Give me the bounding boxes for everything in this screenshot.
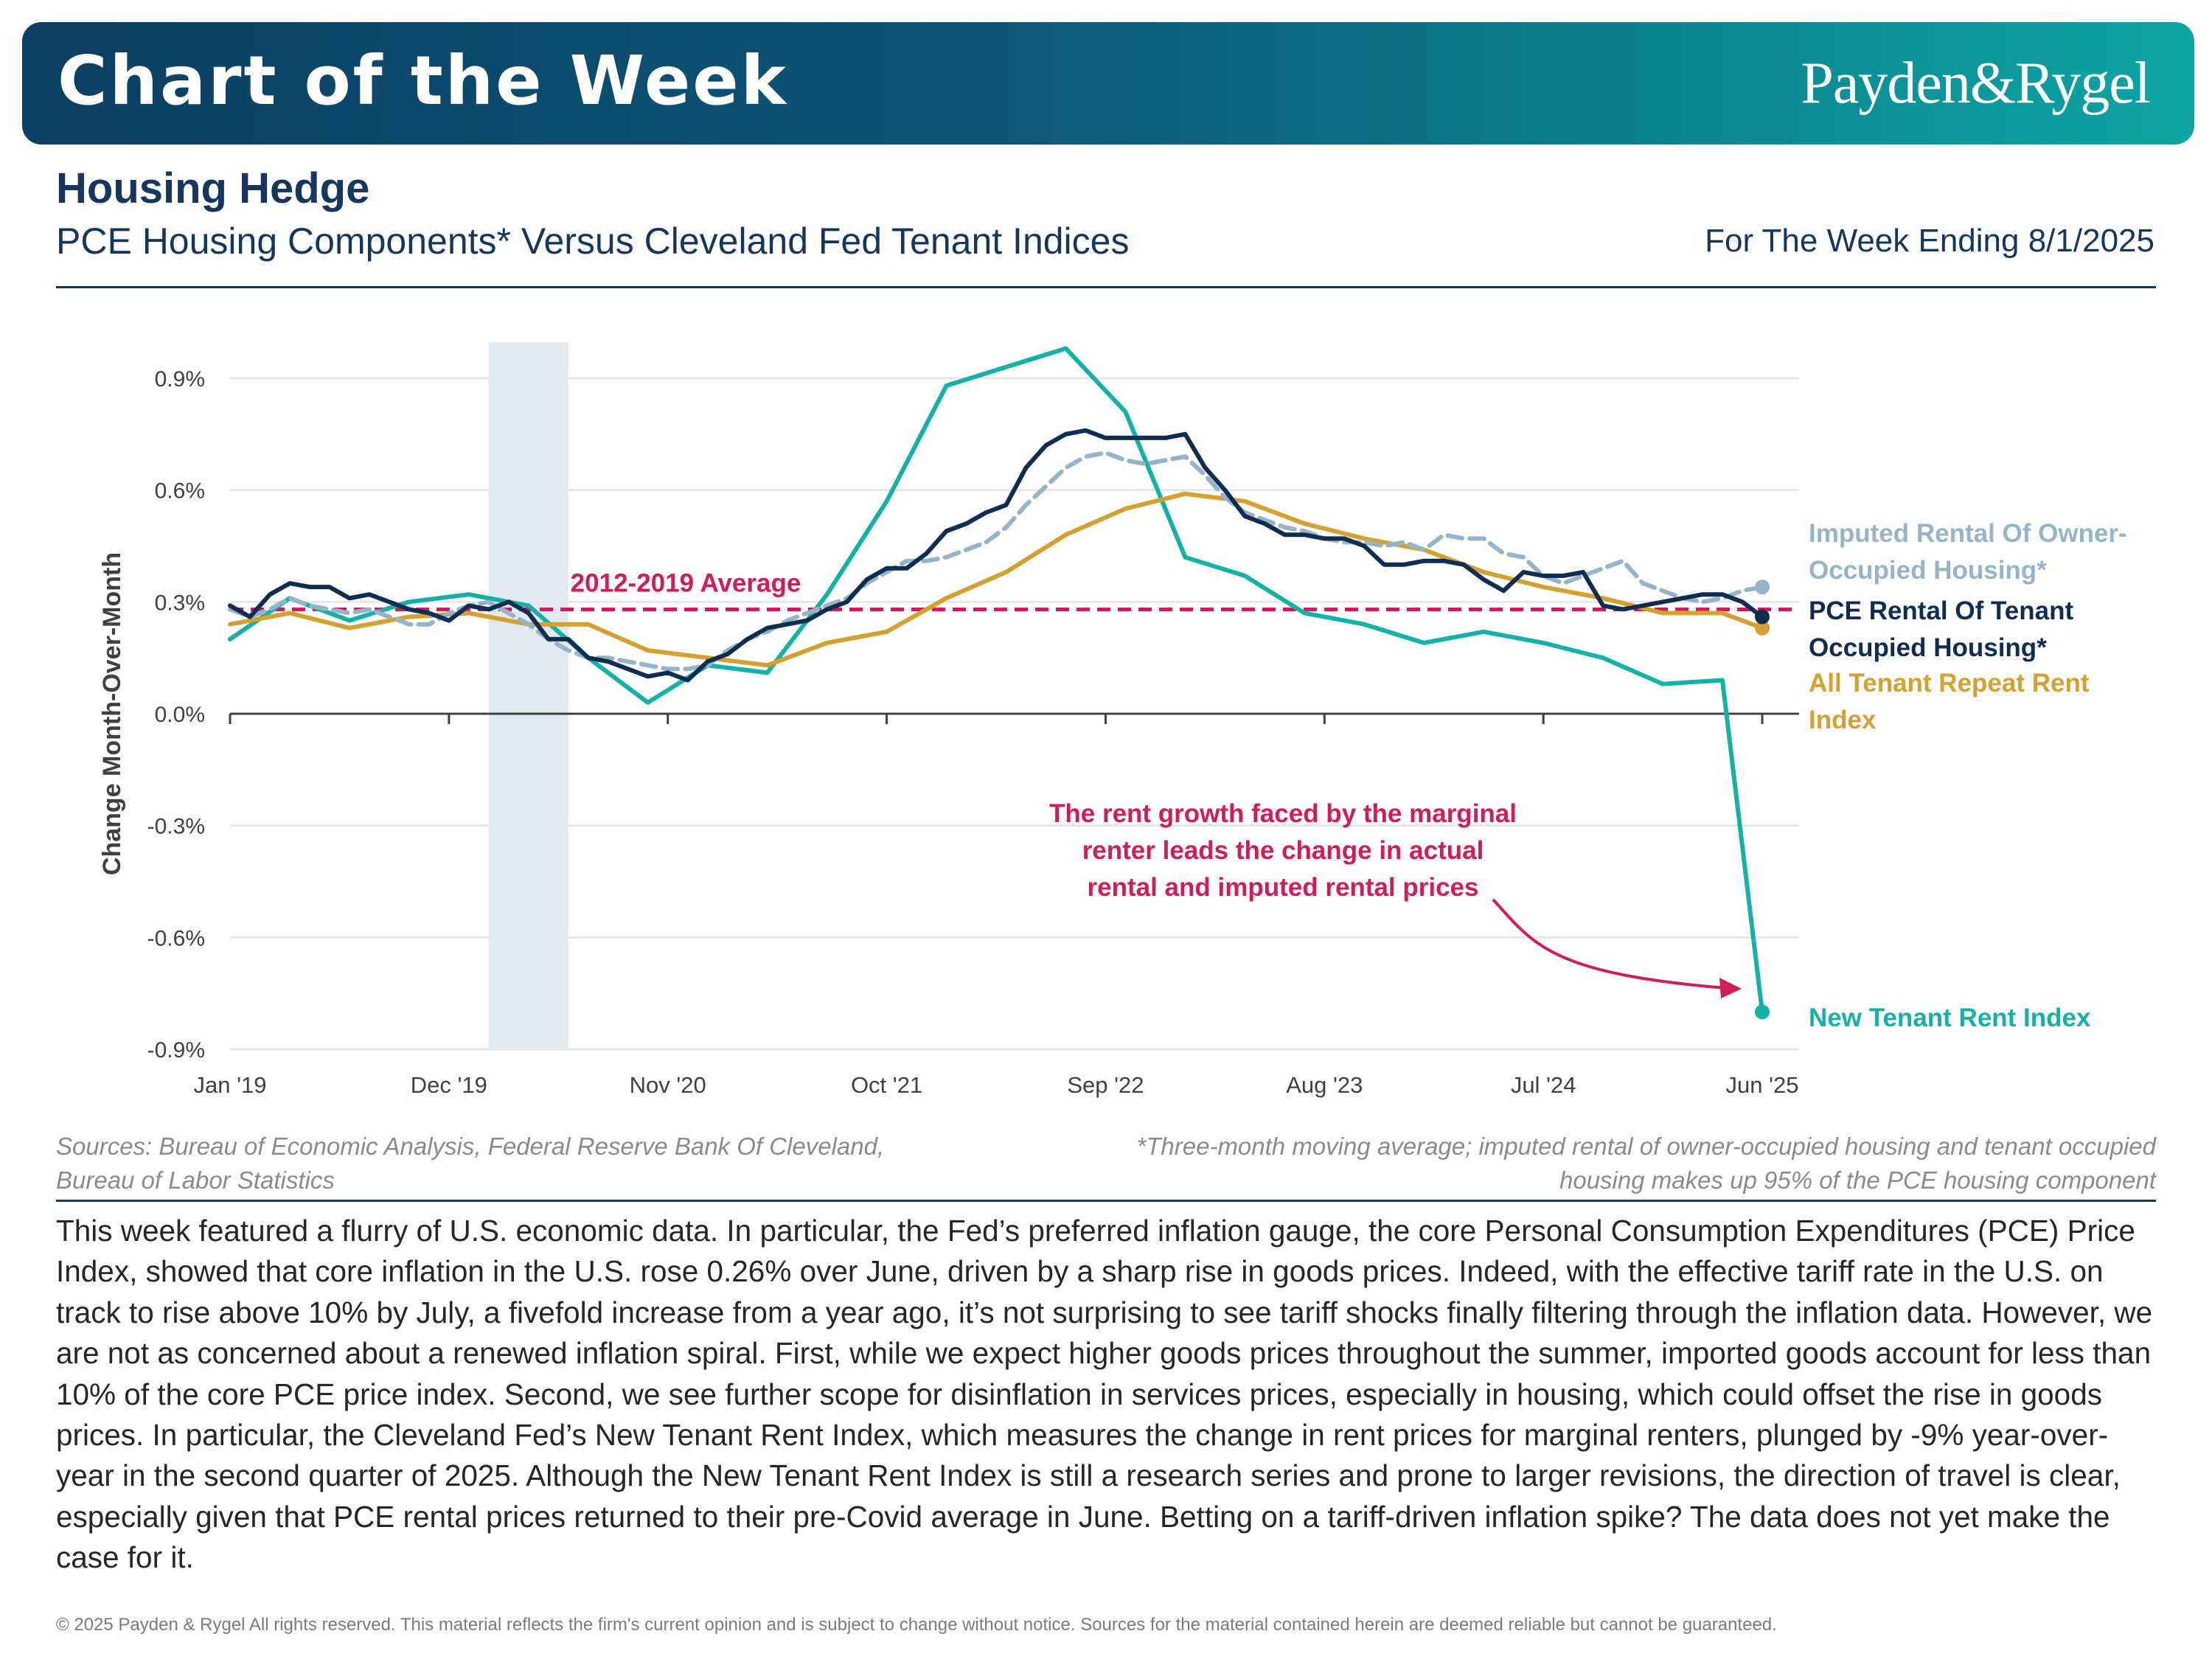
y-tick-label: -0.6% xyxy=(147,926,205,950)
banner-title: Chart of the Week xyxy=(58,41,788,120)
brand-logo: Payden&Rygel xyxy=(1801,51,2151,116)
y-tick-label: 0.9% xyxy=(155,367,205,392)
legend-imputed-owner: Imputed Rental Of Owner- xyxy=(1809,519,2127,548)
annotation-text: rental and imputed rental prices xyxy=(1088,873,1479,902)
week-ending: For The Week Ending 8/1/2025 xyxy=(1705,223,2154,259)
footnote: *Three-month moving average; imputed ren… xyxy=(1136,1133,2156,1194)
housing-chart: 0.9% 0.6% 0.3% 0.0% -0.3% -0.6% -0.9% Jan '19 De… xyxy=(98,342,2127,1098)
y-tick-label: -0.3% xyxy=(147,815,205,839)
legend-new-tenant: New Tenant Rent Index xyxy=(1809,1004,2091,1032)
legend-all-tenant: All Tenant Repeat Rent xyxy=(1809,669,2090,698)
annotation-arrow xyxy=(1492,898,1726,990)
chart-subtitle: PCE Housing Components* Versus Cleveland… xyxy=(56,220,1130,262)
x-tick-label: Sep '22 xyxy=(1067,1072,1144,1098)
annotation-text: renter leads the change in actual xyxy=(1082,836,1484,865)
sources-note: Sources: Bureau of Economic Analysis, Fe… xyxy=(56,1133,885,1194)
legend-pce-tenant: Occupied Housing* xyxy=(1809,633,2047,662)
x-tick-label: Oct '21 xyxy=(851,1072,922,1098)
legend-imputed-owner: Occupied Housing* xyxy=(1809,556,2047,585)
header-banner: Chart of the Week Payden&Rygel xyxy=(22,22,2194,145)
series-line-pce-tenant xyxy=(228,428,1764,683)
divider-bottom xyxy=(56,1200,2156,1202)
legend-pce-tenant: PCE Rental Of Tenant xyxy=(1809,597,2073,625)
end-marker-pce-tenant xyxy=(1755,609,1770,625)
recession-shading xyxy=(488,342,568,1049)
y-tick-label: 0.3% xyxy=(155,591,205,615)
y-tick-label: 0.0% xyxy=(155,703,205,727)
legend-all-tenant: Index xyxy=(1809,706,1877,734)
x-tick-label: Jan '19 xyxy=(194,1072,267,1098)
x-tick-label: Aug '23 xyxy=(1286,1072,1363,1098)
chart-headline: Housing Hedge xyxy=(56,164,370,212)
end-marker-imputed-owner xyxy=(1755,580,1770,595)
commentary-paragraph: This week featured a flurry of U.S. econ… xyxy=(56,1214,2153,1575)
x-tick-label: Dec '19 xyxy=(411,1072,487,1098)
x-tick-label: Jun '25 xyxy=(1726,1072,1799,1098)
series-line-imputed-owner xyxy=(228,451,1764,672)
y-tick-label: -0.9% xyxy=(147,1038,205,1062)
series-line-new-tenant xyxy=(228,346,1764,1015)
x-tick-label: Nov '20 xyxy=(630,1072,706,1098)
series-line-all-tenant xyxy=(228,491,1764,668)
end-marker-new-tenant xyxy=(1755,1004,1770,1020)
y-axis-title: Change Month-Over-Month xyxy=(98,552,126,875)
annotation-arrowhead xyxy=(1719,978,1742,998)
end-marker-all-tenant xyxy=(1755,620,1770,636)
x-tick-label: Jul '24 xyxy=(1511,1072,1576,1098)
average-label: 2012-2019 Average xyxy=(571,568,801,597)
divider-top xyxy=(56,286,2156,288)
y-tick-label: 0.6% xyxy=(155,479,205,504)
copyright-footer: © 2025 Payden & Rygel All rights reserve… xyxy=(56,1615,1777,1635)
annotation-text: The rent growth faced by the marginal xyxy=(1049,799,1517,828)
